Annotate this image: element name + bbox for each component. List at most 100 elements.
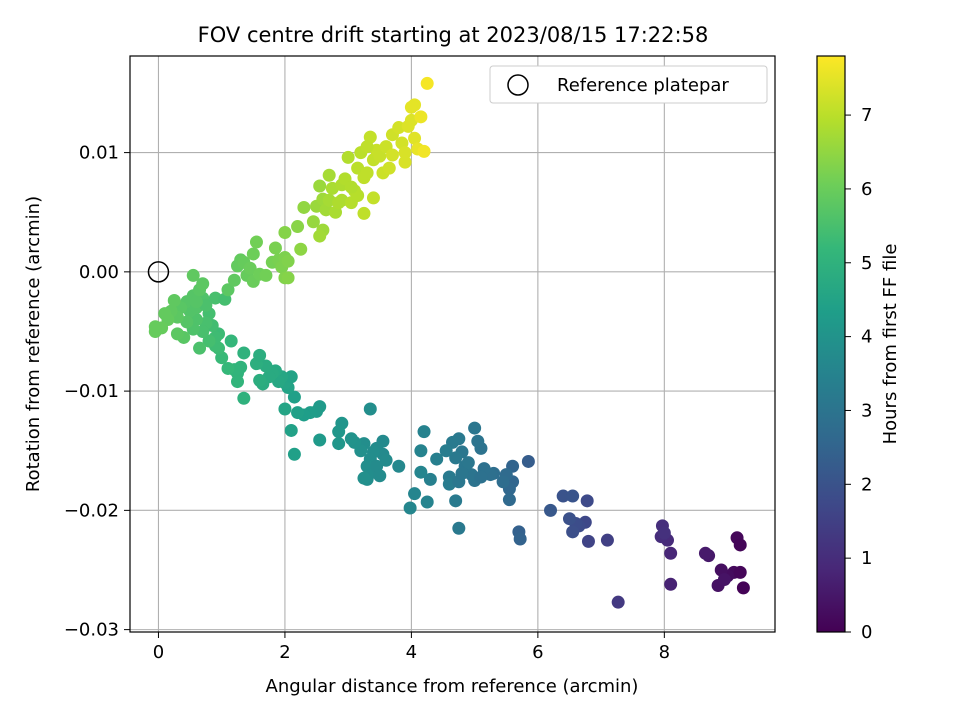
data-point [566,525,580,539]
data-point [332,196,346,210]
data-point [332,437,346,451]
data-point [360,140,374,154]
data-point [471,434,485,448]
data-point [408,487,422,501]
data-point [698,546,712,560]
data-point [221,361,235,375]
legend-open-circle-icon [507,74,529,96]
data-point [186,268,200,282]
data-point [414,444,428,458]
data-point [717,573,731,587]
data-point [580,494,594,508]
colorbar-tick-label: 5 [861,253,872,274]
x-tick-label: 6 [532,642,543,663]
colorbar-tick-label: 0 [861,622,872,643]
data-point [373,149,387,163]
data-point [313,433,327,447]
data-point [566,489,580,503]
reference-marker [147,261,170,283]
data-point [420,76,434,90]
data-point [253,373,267,387]
data-point [322,168,336,182]
data-point [502,493,516,507]
data-point [468,421,482,435]
data-point [221,283,235,297]
data-point [373,469,387,483]
data-point [193,341,207,355]
data-point [398,155,412,169]
legend-box [489,65,768,104]
x-axis: 0 2 4 6 8 [153,632,670,663]
x-tick-label: 8 [659,642,670,663]
colorbar-tick-label: 6 [861,179,872,200]
colorbar-ticks: 0 1 2 3 4 5 6 7 [845,105,872,643]
data-point [439,444,453,458]
y-tick-label: −0.03 [64,620,119,641]
data-point [420,495,434,509]
y-tick-label: 0.00 [79,262,119,283]
data-point [455,466,469,480]
data-point [294,242,308,256]
y-axis: −0.03 −0.02 −0.01 0.00 0.01 [64,143,130,641]
chart-title: FOV centre drift starting at 2023/08/15 … [198,23,709,47]
data-point [382,161,396,175]
plot-frame [129,55,776,633]
colorbar-tick-label: 4 [861,327,872,348]
colorbar-tick-label: 3 [861,400,872,421]
data-point [414,465,428,479]
y-tick-label: −0.02 [64,500,119,521]
data-point [408,131,422,145]
data-point [278,402,292,416]
legend: Reference platepar [489,65,768,104]
y-tick-label: 0.01 [79,143,119,164]
data-point [158,307,172,321]
data-point [513,532,527,546]
data-point [291,406,305,420]
data-point [284,370,298,384]
data-point [417,425,431,439]
data-point [357,471,371,485]
data-point [332,425,346,439]
data-point [313,179,327,193]
data-point [392,121,406,135]
data-point [253,348,267,362]
data-point [430,452,444,466]
colorbar: 0 1 2 3 4 5 6 7 Hours from first FF file [816,55,901,643]
data-point [189,295,203,309]
data-point [417,144,431,158]
data-point [243,261,257,275]
data-point [408,98,422,112]
data-point [281,271,295,285]
data-point [170,327,184,341]
y-axis-label: Rotation from reference (arcmin) [23,196,44,492]
data-point [167,293,181,307]
data-point [398,146,412,160]
data-point [496,475,510,489]
data-point [281,254,295,268]
data-point [363,402,377,416]
data-point [461,456,475,470]
data-point [224,334,238,348]
data-point [366,191,380,205]
data-point [544,503,558,517]
data-point [611,595,625,609]
data-point [341,150,355,164]
x-tick-label: 0 [153,642,164,663]
data-point [403,501,417,515]
data-point [259,268,273,282]
data-point [733,538,747,552]
data-point [306,215,320,229]
colorbar-tick-label: 7 [861,105,872,126]
data-point [736,581,750,595]
data-point [423,472,437,486]
x-tick-label: 4 [406,642,417,663]
data-point [664,577,678,591]
data-point [657,526,671,540]
data-point [556,489,570,503]
data-point [521,454,535,468]
data-point [344,180,358,194]
data-point [357,206,371,220]
data-point [196,277,210,291]
